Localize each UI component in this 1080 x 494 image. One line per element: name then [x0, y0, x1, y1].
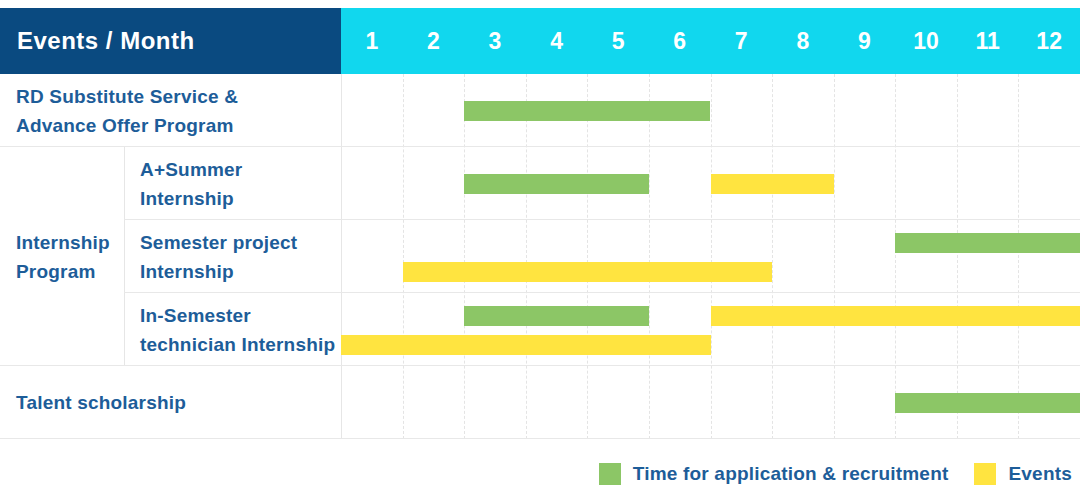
gantt-bar-application-m3-m5 [464, 306, 649, 326]
gantt-schedule-screen: Events / Month 123456789101112 RD Substi… [0, 0, 1080, 494]
gantt-bar-events-m7-m12 [711, 306, 1080, 326]
month-gridline-5 [649, 74, 650, 439]
events-month-table: Events / Month 123456789101112 RD Substi… [0, 8, 1080, 439]
row-separator-3 [124, 292, 1080, 293]
gantt-bar-application-m10-m12 [895, 393, 1080, 413]
row-label-4: In-Semestertechnician Internship [124, 293, 341, 366]
label-chart-divider [341, 74, 342, 439]
row-separator-1 [0, 146, 1080, 147]
row-label-line: technician Internship [140, 330, 341, 359]
month-gridline-4 [587, 74, 588, 439]
header-title-cell: Events / Month [0, 8, 341, 74]
gantt-bar-application-m3-m5 [464, 174, 649, 194]
row-label-line: Internship [140, 184, 341, 213]
month-header-10: 10 [895, 8, 957, 74]
month-gridline-2 [464, 74, 465, 439]
month-gridline-9 [895, 74, 896, 439]
page-title: Events / Month [17, 27, 195, 55]
month-header-5: 5 [587, 8, 649, 74]
gantt-body: RD Substitute Service &Advance Offer Pro… [0, 74, 1080, 439]
month-gridline-6 [711, 74, 712, 439]
gantt-bar-events-m1-m6 [341, 335, 711, 355]
row-label-line: Talent scholarship [16, 388, 341, 417]
row-label-line: A+Summer [140, 155, 341, 184]
group-label-line: Program [16, 257, 124, 286]
month-header-7: 7 [710, 8, 772, 74]
group-label-line: Internship [16, 228, 124, 257]
row-label-5: Talent scholarship [0, 366, 341, 439]
row-label-2: A+SummerInternship [124, 147, 341, 220]
gantt-bar-events-m7-m8 [711, 174, 834, 194]
month-header-1: 1 [341, 8, 403, 74]
legend-swatch-application [599, 463, 621, 485]
month-gridline-10 [957, 74, 958, 439]
month-gridline-8 [834, 74, 835, 439]
group-sublabel-divider [124, 147, 125, 366]
row-label-line: RD Substitute Service & [16, 82, 341, 111]
month-header-9: 9 [834, 8, 896, 74]
legend: Time for application & recruitment Event… [599, 461, 1072, 487]
row-label-line: Advance Offer Program [16, 111, 341, 140]
month-header-2: 2 [403, 8, 465, 74]
month-header-6: 6 [649, 8, 711, 74]
month-gridline-7 [772, 74, 773, 439]
month-header-11: 11 [957, 8, 1019, 74]
row-label-line: In-Semester [140, 301, 341, 330]
gantt-bar-application-m3-m6 [464, 101, 710, 121]
row-separator-5 [0, 438, 1080, 439]
row-label-1: RD Substitute Service &Advance Offer Pro… [0, 74, 341, 147]
row-label-line: Internship [140, 257, 341, 286]
row-label-line: Semester project [140, 228, 341, 257]
month-gridline-3 [526, 74, 527, 439]
row-separator-4 [0, 365, 1080, 366]
legend-swatch-events [974, 463, 996, 485]
month-gridline-1 [403, 74, 404, 439]
month-header-3: 3 [464, 8, 526, 74]
gantt-bar-application-m10-m12 [895, 233, 1080, 253]
legend-label-application: Time for application & recruitment [633, 463, 949, 485]
month-header-8: 8 [772, 8, 834, 74]
legend-label-events: Events [1008, 463, 1072, 485]
table-header-row: Events / Month 123456789101112 [0, 8, 1080, 74]
month-gridline-11 [1018, 74, 1019, 439]
group-label-internship-program: InternshipProgram [0, 147, 124, 366]
row-separator-2 [124, 219, 1080, 220]
month-header-4: 4 [526, 8, 588, 74]
gantt-bar-events-m2-m7 [403, 262, 773, 282]
month-header-12: 12 [1018, 8, 1080, 74]
month-header-strip: 123456789101112 [341, 8, 1080, 74]
row-label-3: Semester projectInternship [124, 220, 341, 293]
